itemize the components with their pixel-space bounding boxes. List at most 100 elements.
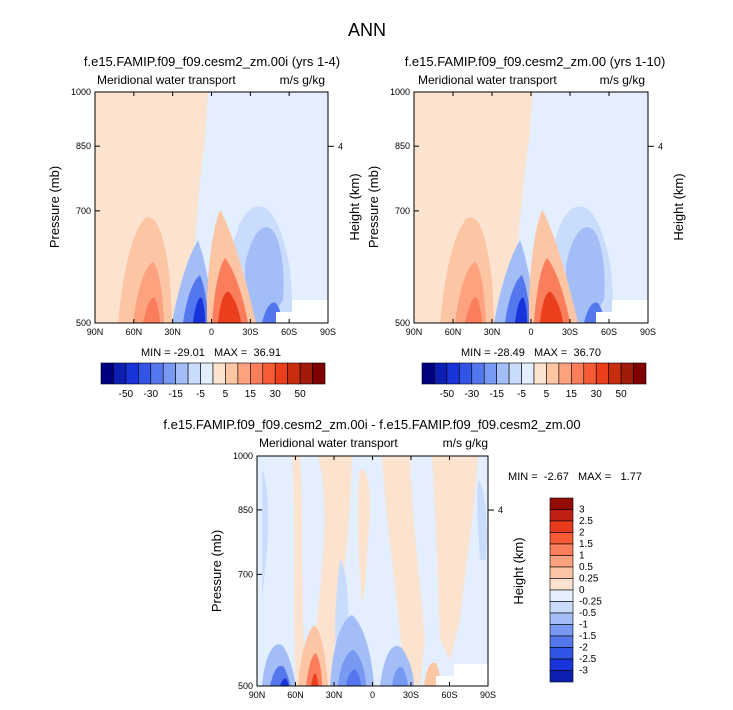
y-tick-label: 700 (238, 569, 253, 579)
panel-1-stats: MIN = -29.01 MAX = 36.91 (141, 347, 281, 359)
colorbar-label: 5 (223, 389, 229, 400)
panel-2-stats: MIN = -28.49 MAX = 36.70 (461, 347, 601, 359)
panel-1-axes: 90N 60N 30N 0 30S 60S 90S 500 700 850 1000 4 (71, 87, 343, 337)
colorbar-swatch (262, 362, 276, 385)
colorbar-swatch (212, 362, 226, 385)
colorbar-swatch (138, 362, 152, 385)
panel-2-south-core (566, 227, 605, 323)
colorbar-label: -1.5 (579, 631, 597, 642)
panel-1-field (95, 92, 328, 323)
colorbar-swatch (100, 362, 114, 385)
colorbar-swatch (125, 362, 139, 385)
colorbar-swatch (175, 362, 189, 385)
height-tick-label: 4 (338, 141, 343, 151)
colorbar-swatch (274, 362, 288, 385)
colorbar-swatch (549, 670, 574, 683)
colorbar-top-1: -50 -30 -15 -5 5 15 30 50 (100, 362, 326, 400)
panel-2-ylabel: Pressure (mb) (366, 166, 381, 248)
panel-3-ylabel: Pressure (mb) (209, 530, 224, 612)
colorbar-label: 15 (245, 389, 257, 400)
y-tick-label: 850 (238, 505, 253, 515)
panel-3: f.e15.FAMIP.f09_f09.cesm2_zm.00i - f.e15… (163, 417, 642, 700)
panel-2-title: f.e15.FAMIP.f09_f09.cesm2_zm.00 (yrs 1-1… (405, 54, 666, 69)
panel-3-pos-strip-5 (432, 456, 478, 660)
x-tick-label: 60N (126, 327, 143, 337)
colorbar-top-2: -50 -30 -15 -5 5 15 30 50 (421, 362, 647, 400)
panel-3-left-label: Meridional water transport (259, 436, 398, 450)
colorbar-swatch (549, 520, 574, 533)
panel-1-right-label: m/s g/kg (280, 73, 325, 87)
panel-2-field (414, 92, 648, 323)
colorbar-swatch (287, 362, 301, 385)
colorbar-swatch (549, 543, 574, 556)
panel-3-no-data (454, 664, 488, 686)
colorbar-label: 0.5 (579, 562, 593, 573)
colorbar-swatch (558, 362, 572, 385)
colorbar-label: -50 (440, 389, 455, 400)
height-tick-label: 4 (498, 505, 503, 515)
panel-3-pos-low-3 (311, 673, 318, 686)
panel-1-nh-band-inner (143, 297, 160, 323)
panel-1-left-label: Meridional water transport (97, 73, 236, 87)
colorbar-swatch (237, 362, 251, 385)
colorbar-swatch (549, 497, 574, 510)
y-tick-label: 850 (76, 141, 91, 151)
colorbar-label: -30 (465, 389, 480, 400)
x-tick-label: 30N (326, 690, 343, 700)
colorbar-swatch (583, 362, 597, 385)
panel-3-pos-strip-1 (292, 456, 306, 686)
colorbar-swatch (508, 362, 522, 385)
colorbar-label: -15 (489, 389, 504, 400)
colorbar-swatch (312, 362, 326, 385)
colorbar-label: -1 (579, 620, 588, 631)
colorbar-swatch (113, 362, 127, 385)
colorbar-swatch (595, 362, 609, 385)
colorbar-swatch (608, 362, 622, 385)
y-tick-label: 500 (395, 318, 410, 328)
colorbar-label: 30 (591, 389, 603, 400)
x-tick-label: 30S (403, 690, 419, 700)
x-tick-label: 30S (242, 327, 258, 337)
colorbar-label: -2 (579, 643, 588, 654)
panel-1-positive-region (95, 92, 208, 323)
panel-1-title: f.e15.FAMIP.f09_f09.cesm2_zm.00i (yrs 1-… (84, 54, 340, 69)
panel-1-no-data-step (276, 312, 294, 323)
panel-2-no-data (612, 300, 648, 323)
colorbar-label: 30 (270, 389, 282, 400)
panel-2-tropics-blue-3 (515, 297, 527, 323)
colorbar-label: -5 (517, 389, 526, 400)
colorbar-label: 2.5 (579, 516, 593, 527)
colorbar-swatch (549, 647, 574, 660)
colorbar-label: -15 (168, 389, 183, 400)
colorbar-swatch (483, 362, 497, 385)
panel-1-ylabel: Pressure (mb) (47, 166, 62, 248)
colorbar-label: 2 (579, 528, 585, 539)
y-tick-label: 500 (76, 318, 91, 328)
y-tick-label: 1000 (390, 87, 410, 97)
panel-3-pos-low-2 (306, 653, 322, 686)
y-tick-label: 700 (395, 206, 410, 216)
panel-3-neg-low-3 (280, 678, 289, 686)
x-tick-label: 60S (281, 327, 297, 337)
panel-3-neg-tropics-3 (346, 669, 361, 686)
colorbar-swatch (549, 658, 574, 671)
colorbar-swatch (549, 601, 574, 614)
colorbar-swatch (459, 362, 473, 385)
colorbar-swatch (549, 578, 574, 591)
panel-2-left-label: Meridional water transport (418, 73, 557, 87)
colorbar-swatch (533, 362, 547, 385)
colorbar-label: 1 (579, 551, 585, 562)
x-tick-label: 90N (87, 327, 104, 337)
x-tick-label: 30N (164, 327, 181, 337)
colorbar-swatch (549, 532, 574, 545)
colorbar-label: 0 (579, 585, 585, 596)
colorbar-swatch (299, 362, 313, 385)
panel-2-no-data-step (596, 312, 614, 323)
x-tick-label: 60N (445, 327, 462, 337)
panel-2-ylabel-right: Height (km) (671, 173, 686, 240)
colorbar-swatch (162, 362, 176, 385)
colorbar-label: -0.25 (579, 597, 602, 608)
panel-1-equator-red-3 (218, 291, 241, 323)
panel-3-neg-patch-3 (477, 480, 487, 560)
